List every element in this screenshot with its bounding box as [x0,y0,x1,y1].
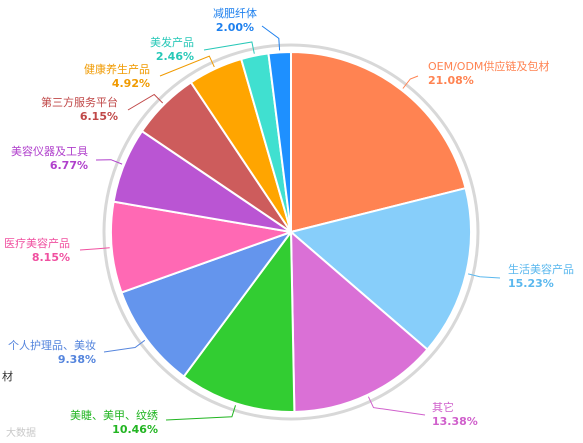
pie-slice [120,229,294,378]
slice-label-percent: 2.00% [216,21,254,34]
slice-label-name: 健康养生产品 [84,62,150,76]
slice-label-percent: 21.08% [428,74,474,87]
slice-label-name: 其它 [432,400,454,414]
slice-label-name: 生活美容产品 [508,262,574,276]
slice-label-percent: 10.46% [112,423,158,436]
pie-slice [267,50,292,233]
pie-slice [182,229,296,413]
pie-slice [288,186,472,351]
pie-outer-ring [102,43,480,421]
slice-label-percent: 2.46% [156,50,194,63]
pie-slices [110,50,472,413]
leader-line [165,405,236,421]
leader-lines [79,25,501,421]
leader-line [103,339,146,353]
slice-label-percent: 6.77% [50,159,88,172]
pie-slice [290,50,467,234]
leader-line [79,247,110,251]
slice-label-name: 美发产品 [150,35,194,49]
slice-label-name: 美睫、美甲、纹绣 [70,408,158,422]
slice-label-name: OEM/ODM供应链及包材 [428,59,549,73]
leader-line [95,159,123,165]
slice-label-name: 美容仪器及工具 [11,144,88,158]
slice-label-percent: 15.23% [508,277,554,290]
clipped-edge-text: 材 [2,369,13,383]
slice-label-name: 减肥纤体 [213,6,257,20]
leader-line [467,273,501,279]
leader-line [203,41,255,54]
slice-label-name: 第三方服务平台 [41,95,118,109]
leader-line [127,93,164,111]
pie-slice [289,229,429,413]
watermark-text: 大数据 [6,426,36,439]
leader-line [367,396,426,416]
slice-label-percent: 9.38% [58,353,96,366]
slice-label-percent: 6.15% [80,110,118,123]
leader-line [159,55,215,77]
slice-label-percent: 4.92% [112,77,150,90]
leader-line [402,75,419,89]
slice-label-percent: 13.38% [432,415,478,428]
slice-label-percent: 8.15% [32,251,70,264]
slice-label-name: 医疗美容产品 [4,236,70,250]
slice-label-name: 个人护理品、美妆 [8,338,96,352]
leader-line [261,25,281,51]
